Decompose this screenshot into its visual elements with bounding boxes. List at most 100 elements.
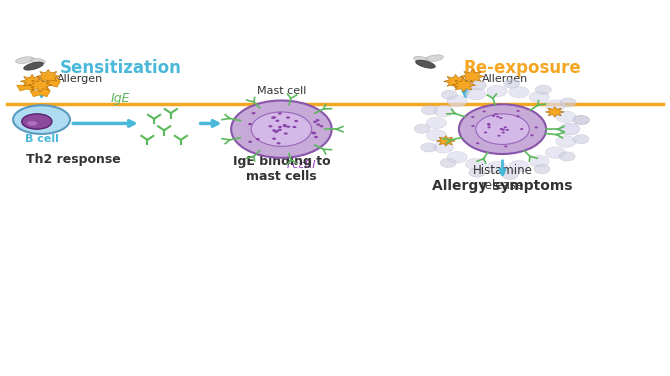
Text: Immune mechanism of Insect bite hypersensitivity: Immune mechanism of Insect bite hypersen… (107, 15, 563, 33)
Circle shape (426, 130, 446, 141)
Circle shape (271, 117, 275, 119)
Circle shape (292, 126, 296, 128)
Circle shape (316, 123, 320, 126)
Circle shape (529, 91, 549, 103)
Ellipse shape (30, 58, 46, 64)
Circle shape (433, 142, 454, 153)
Polygon shape (545, 107, 564, 117)
Circle shape (573, 135, 589, 144)
Text: Allergen: Allergen (57, 74, 103, 85)
Circle shape (559, 152, 575, 161)
Circle shape (414, 124, 430, 133)
Circle shape (256, 138, 260, 140)
Circle shape (286, 117, 290, 119)
Text: Allergen: Allergen (482, 74, 529, 85)
Circle shape (251, 112, 255, 114)
Circle shape (272, 138, 276, 140)
Circle shape (466, 88, 486, 100)
Circle shape (520, 128, 523, 130)
Circle shape (278, 126, 282, 128)
Circle shape (535, 85, 551, 94)
Circle shape (559, 123, 580, 135)
Circle shape (560, 98, 576, 107)
Polygon shape (286, 153, 291, 154)
Polygon shape (444, 74, 468, 88)
Ellipse shape (13, 105, 70, 134)
Circle shape (442, 90, 458, 99)
Polygon shape (240, 136, 241, 139)
Polygon shape (40, 74, 60, 87)
Circle shape (517, 110, 520, 112)
Circle shape (421, 106, 438, 115)
Circle shape (494, 113, 498, 115)
Circle shape (476, 114, 529, 144)
Circle shape (497, 135, 500, 137)
Circle shape (487, 85, 507, 97)
Circle shape (545, 100, 565, 111)
Circle shape (313, 121, 317, 123)
Circle shape (509, 86, 529, 98)
Circle shape (447, 152, 467, 163)
Circle shape (459, 104, 546, 154)
Ellipse shape (23, 62, 44, 70)
Polygon shape (460, 70, 484, 83)
Circle shape (278, 129, 282, 131)
Ellipse shape (15, 57, 34, 64)
Circle shape (517, 115, 520, 117)
Polygon shape (485, 152, 490, 153)
Circle shape (504, 146, 507, 147)
Circle shape (274, 130, 278, 133)
Circle shape (447, 95, 467, 107)
Ellipse shape (413, 56, 429, 62)
Polygon shape (452, 78, 476, 92)
Circle shape (501, 129, 505, 130)
Polygon shape (522, 150, 527, 152)
Circle shape (545, 147, 565, 158)
Text: Re-exposure: Re-exposure (464, 59, 582, 77)
Circle shape (314, 136, 318, 138)
Circle shape (502, 170, 518, 179)
Circle shape (504, 79, 520, 88)
Circle shape (506, 129, 509, 131)
Text: IgE: IgE (111, 92, 131, 105)
Polygon shape (436, 136, 455, 146)
Circle shape (496, 116, 499, 118)
Circle shape (294, 120, 298, 122)
Polygon shape (461, 136, 462, 139)
Circle shape (275, 130, 279, 132)
Circle shape (440, 158, 456, 168)
Text: Figure 1. Immune mechanism of Insect bite hypersensitivity. IBH involves an IgE : Figure 1. Immune mechanism of Insect bit… (8, 283, 666, 334)
Circle shape (476, 142, 479, 144)
Circle shape (487, 123, 490, 125)
Circle shape (534, 165, 550, 174)
Circle shape (470, 81, 486, 90)
Circle shape (251, 112, 312, 146)
Circle shape (574, 115, 590, 124)
Circle shape (248, 141, 252, 143)
Circle shape (466, 158, 486, 170)
Text: IgE binding to
mast cells: IgE binding to mast cells (232, 155, 330, 183)
Circle shape (574, 115, 590, 124)
Circle shape (531, 134, 534, 136)
Circle shape (500, 128, 503, 130)
Polygon shape (30, 83, 50, 97)
Circle shape (529, 155, 549, 167)
Circle shape (272, 116, 276, 118)
Ellipse shape (21, 114, 52, 129)
Polygon shape (313, 112, 316, 114)
Circle shape (556, 111, 576, 123)
Circle shape (487, 126, 490, 128)
Text: Figure 1.: Figure 1. (8, 283, 50, 292)
Text: B cell: B cell (25, 134, 58, 144)
Polygon shape (257, 150, 262, 152)
Text: FcεRI: FcεRI (287, 161, 316, 170)
Polygon shape (28, 78, 52, 92)
Circle shape (487, 124, 490, 126)
Circle shape (509, 161, 529, 172)
Circle shape (311, 132, 315, 134)
Circle shape (283, 125, 287, 127)
Circle shape (502, 129, 505, 130)
Circle shape (312, 132, 316, 134)
Polygon shape (36, 70, 60, 83)
Circle shape (469, 168, 485, 177)
